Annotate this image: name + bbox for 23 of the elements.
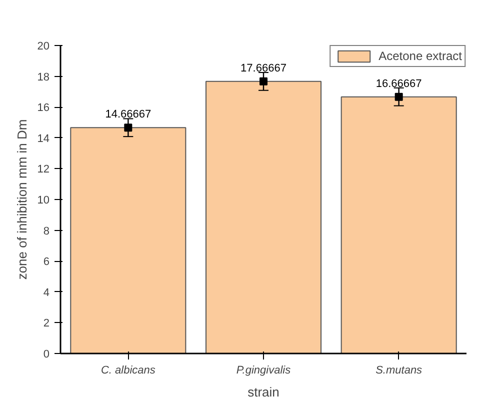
y-tick-label: 14 xyxy=(37,132,50,145)
bar xyxy=(70,127,186,354)
data-label: 17.66667 xyxy=(240,62,286,74)
x-axis-title: strain xyxy=(248,384,280,400)
legend-label: Acetone extract xyxy=(378,49,462,63)
data-label: 16.66667 xyxy=(376,78,422,90)
x-tick-label: P.gingivalis xyxy=(236,364,292,376)
y-tick-label: 18 xyxy=(37,71,50,84)
y-tick-label: 4 xyxy=(43,286,50,299)
bar xyxy=(340,96,457,354)
y-axis-title: zone of inhibition mm in Dm xyxy=(14,119,30,280)
y-tick-label: 2 xyxy=(43,318,50,330)
y-tick-label: 0 xyxy=(43,348,50,360)
data-label: 14.66667 xyxy=(105,108,152,121)
y-tick-label: 12 xyxy=(37,164,50,176)
x-tick-label: C. albicans xyxy=(100,364,156,376)
y-tick-label: 6 xyxy=(43,256,50,268)
x-tick-label: S.mutans xyxy=(376,364,423,376)
bar xyxy=(205,80,322,354)
y-tick-label: 8 xyxy=(43,225,50,238)
y-tick-label: 10 xyxy=(37,194,50,206)
y-tick-label: 20 xyxy=(37,40,50,52)
y-tick-label: 16 xyxy=(37,102,50,114)
